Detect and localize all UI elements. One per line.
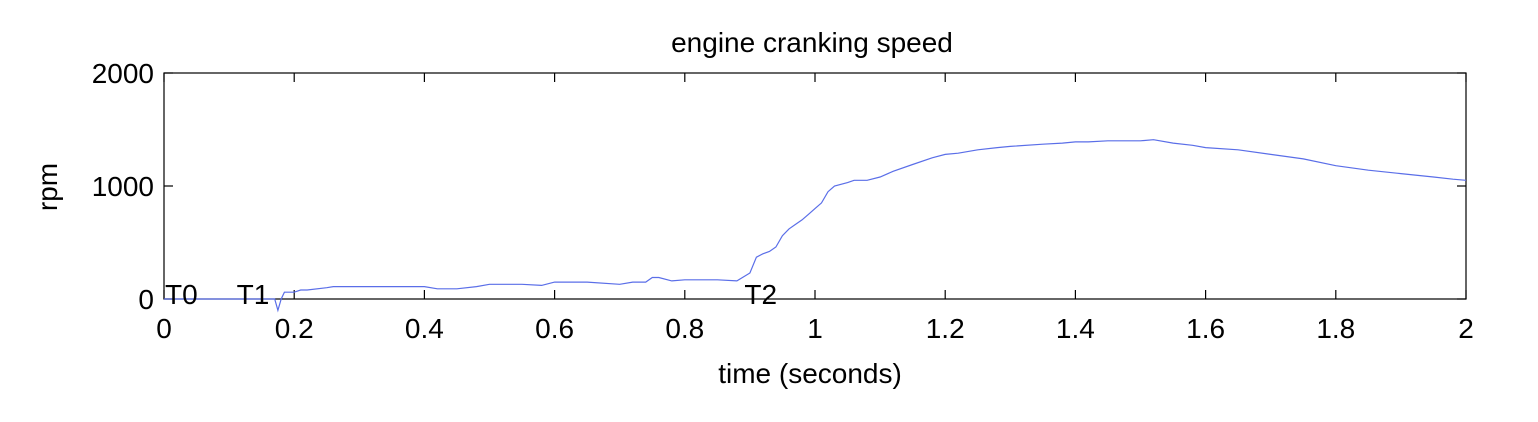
series-group bbox=[164, 139, 1467, 313]
annotation-t0: T0 bbox=[165, 279, 198, 310]
y-tick-labels: 0 1000 2000 bbox=[92, 58, 154, 315]
y-tick-label: 0 bbox=[138, 284, 154, 315]
x-tick-label: 1 bbox=[807, 313, 823, 344]
annotations: T0 T1 T2 bbox=[165, 279, 777, 310]
x-tick-labels: 0 0.2 0.4 0.6 0.8 1 1.2 1.4 1.6 1.8 2 bbox=[156, 313, 1474, 344]
y-axis-label: rpm bbox=[32, 163, 63, 211]
x-tick-label: 0 bbox=[156, 313, 172, 344]
x-tick-label: 1.8 bbox=[1316, 313, 1355, 344]
x-tick-label: 0.4 bbox=[405, 313, 444, 344]
y-tick-label: 2000 bbox=[92, 58, 154, 89]
annotation-t1: T1 bbox=[237, 279, 270, 310]
x-tick-label: 1.6 bbox=[1186, 313, 1225, 344]
series-line bbox=[164, 139, 1467, 313]
x-tick-label: 0.2 bbox=[275, 313, 314, 344]
x-tick-label: 0.8 bbox=[665, 313, 704, 344]
x-tick-label: 1.4 bbox=[1056, 313, 1095, 344]
annotation-t2: T2 bbox=[744, 279, 777, 310]
chart-title: engine cranking speed bbox=[671, 27, 953, 58]
x-tick-label: 1.2 bbox=[926, 313, 965, 344]
y-tick-label: 1000 bbox=[92, 171, 154, 202]
x-tick-label: 0.6 bbox=[535, 313, 574, 344]
x-axis-label: time (seconds) bbox=[718, 358, 902, 389]
plot-area bbox=[163, 72, 1467, 300]
x-tick-label: 2 bbox=[1458, 313, 1474, 344]
